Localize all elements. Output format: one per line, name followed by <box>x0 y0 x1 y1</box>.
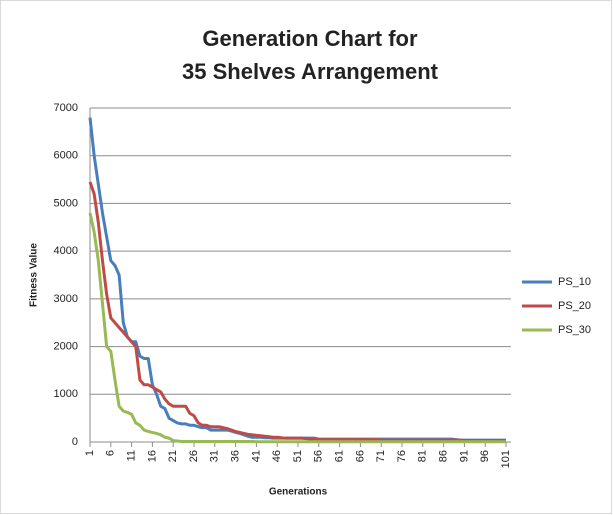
x-tick-label: 66 <box>354 450 366 462</box>
x-tick-label: 6 <box>105 450 117 456</box>
legend-label: PS_10 <box>558 276 591 288</box>
chart-title: Generation Chart for <box>202 26 418 51</box>
y-tick-label: 5000 <box>54 197 78 209</box>
y-tick-label: 2000 <box>54 340 78 352</box>
chart-title: 35 Shelves Arrangement <box>182 59 439 84</box>
x-tick-label: 16 <box>146 450 158 462</box>
legend-label: PS_30 <box>558 324 591 336</box>
x-tick-label: 71 <box>375 450 387 462</box>
y-tick-label: 3000 <box>54 293 78 305</box>
x-tick-label: 91 <box>458 450 470 462</box>
x-tick-label: 76 <box>396 450 408 462</box>
x-tick-label: 26 <box>188 450 200 462</box>
x-axis-label: Generations <box>269 487 328 498</box>
x-tick-label: 31 <box>209 450 221 462</box>
y-tick-label: 7000 <box>54 102 78 114</box>
y-tick-label: 0 <box>72 436 78 448</box>
x-tick-label: 36 <box>230 450 242 462</box>
x-tick-label: 61 <box>334 450 346 462</box>
x-tick-label: 86 <box>438 450 450 462</box>
series-line <box>88 212 506 444</box>
y-tick-label: 6000 <box>54 150 78 162</box>
x-tick-label: 46 <box>271 450 283 462</box>
x-tick-label: 11 <box>126 450 138 461</box>
x-tick-label: 21 <box>167 450 179 462</box>
x-tick-label: 56 <box>313 450 325 462</box>
series-line <box>88 181 506 443</box>
y-tick-label: 4000 <box>54 245 78 257</box>
x-tick-label: 101 <box>500 450 512 468</box>
x-tick-label: 96 <box>479 450 491 462</box>
x-tick-label: 51 <box>292 450 304 462</box>
x-tick-label: 41 <box>250 450 262 462</box>
y-tick-label: 1000 <box>54 388 78 400</box>
x-tick-label: 81 <box>417 450 429 462</box>
legend-label: PS_20 <box>558 300 591 312</box>
x-tick-label: 1 <box>84 450 96 456</box>
y-axis-label: Fitness Value <box>29 243 40 307</box>
